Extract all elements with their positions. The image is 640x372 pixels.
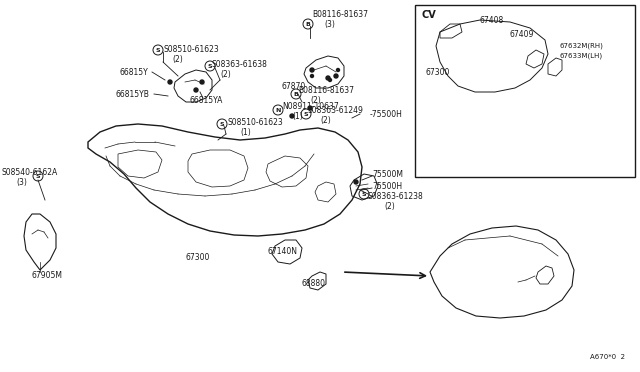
Text: S: S (208, 64, 212, 68)
Text: N08911-10637: N08911-10637 (282, 102, 339, 110)
Bar (415, 5, 635, 177)
Text: 75500H: 75500H (372, 182, 402, 190)
Text: 75500M: 75500M (372, 170, 403, 179)
Circle shape (168, 80, 172, 84)
Text: (3): (3) (324, 19, 335, 29)
Text: B08116-81637: B08116-81637 (298, 86, 354, 94)
Text: -75500H: -75500H (370, 109, 403, 119)
Circle shape (194, 88, 198, 92)
Circle shape (310, 74, 314, 77)
Text: B: B (305, 22, 310, 26)
Text: S: S (362, 192, 366, 196)
Text: (2): (2) (310, 96, 321, 105)
Text: 67632M(RH): 67632M(RH) (560, 43, 604, 49)
Circle shape (337, 68, 339, 71)
Text: 67870: 67870 (282, 81, 307, 90)
Text: (2): (2) (320, 115, 331, 125)
Text: N: N (275, 108, 281, 112)
Circle shape (328, 78, 332, 81)
Text: B08116-81637: B08116-81637 (312, 10, 368, 19)
Text: S08540-6162A: S08540-6162A (2, 167, 58, 176)
Text: 67633M(LH): 67633M(LH) (560, 53, 603, 59)
Text: S08363-61638: S08363-61638 (212, 60, 268, 68)
Text: 68880: 68880 (302, 279, 326, 289)
Text: B: B (294, 92, 298, 96)
Text: (1): (1) (240, 128, 251, 137)
Circle shape (334, 74, 338, 78)
Text: 67300: 67300 (186, 253, 211, 262)
Text: S: S (36, 173, 40, 179)
Text: 67409: 67409 (510, 29, 534, 38)
Circle shape (200, 80, 204, 84)
Text: S08510-61623: S08510-61623 (228, 118, 284, 126)
Text: (2): (2) (172, 55, 183, 64)
Text: 66815Y: 66815Y (120, 67, 148, 77)
Text: 67140N: 67140N (268, 247, 298, 257)
Text: S08363-61249: S08363-61249 (308, 106, 364, 115)
Circle shape (290, 114, 294, 118)
Text: 67300: 67300 (426, 67, 451, 77)
Text: 67905M: 67905M (32, 272, 63, 280)
Text: 66815YB: 66815YB (116, 90, 150, 99)
Circle shape (326, 76, 330, 80)
Text: (3): (3) (16, 177, 27, 186)
Circle shape (308, 106, 312, 110)
Text: 66815YA: 66815YA (190, 96, 223, 105)
Circle shape (354, 180, 358, 184)
Text: (1): (1) (292, 112, 303, 121)
Text: S: S (304, 112, 308, 116)
Circle shape (310, 68, 314, 72)
Text: S: S (220, 122, 224, 126)
Text: (2): (2) (384, 202, 395, 211)
Text: A670*0  2: A670*0 2 (590, 354, 625, 360)
Text: 67408: 67408 (480, 16, 504, 25)
Text: S08510-61623: S08510-61623 (164, 45, 220, 54)
Text: S08363-61238: S08363-61238 (368, 192, 424, 201)
Text: (2): (2) (220, 70, 231, 78)
Text: CV: CV (422, 10, 436, 20)
Text: S: S (156, 48, 160, 52)
